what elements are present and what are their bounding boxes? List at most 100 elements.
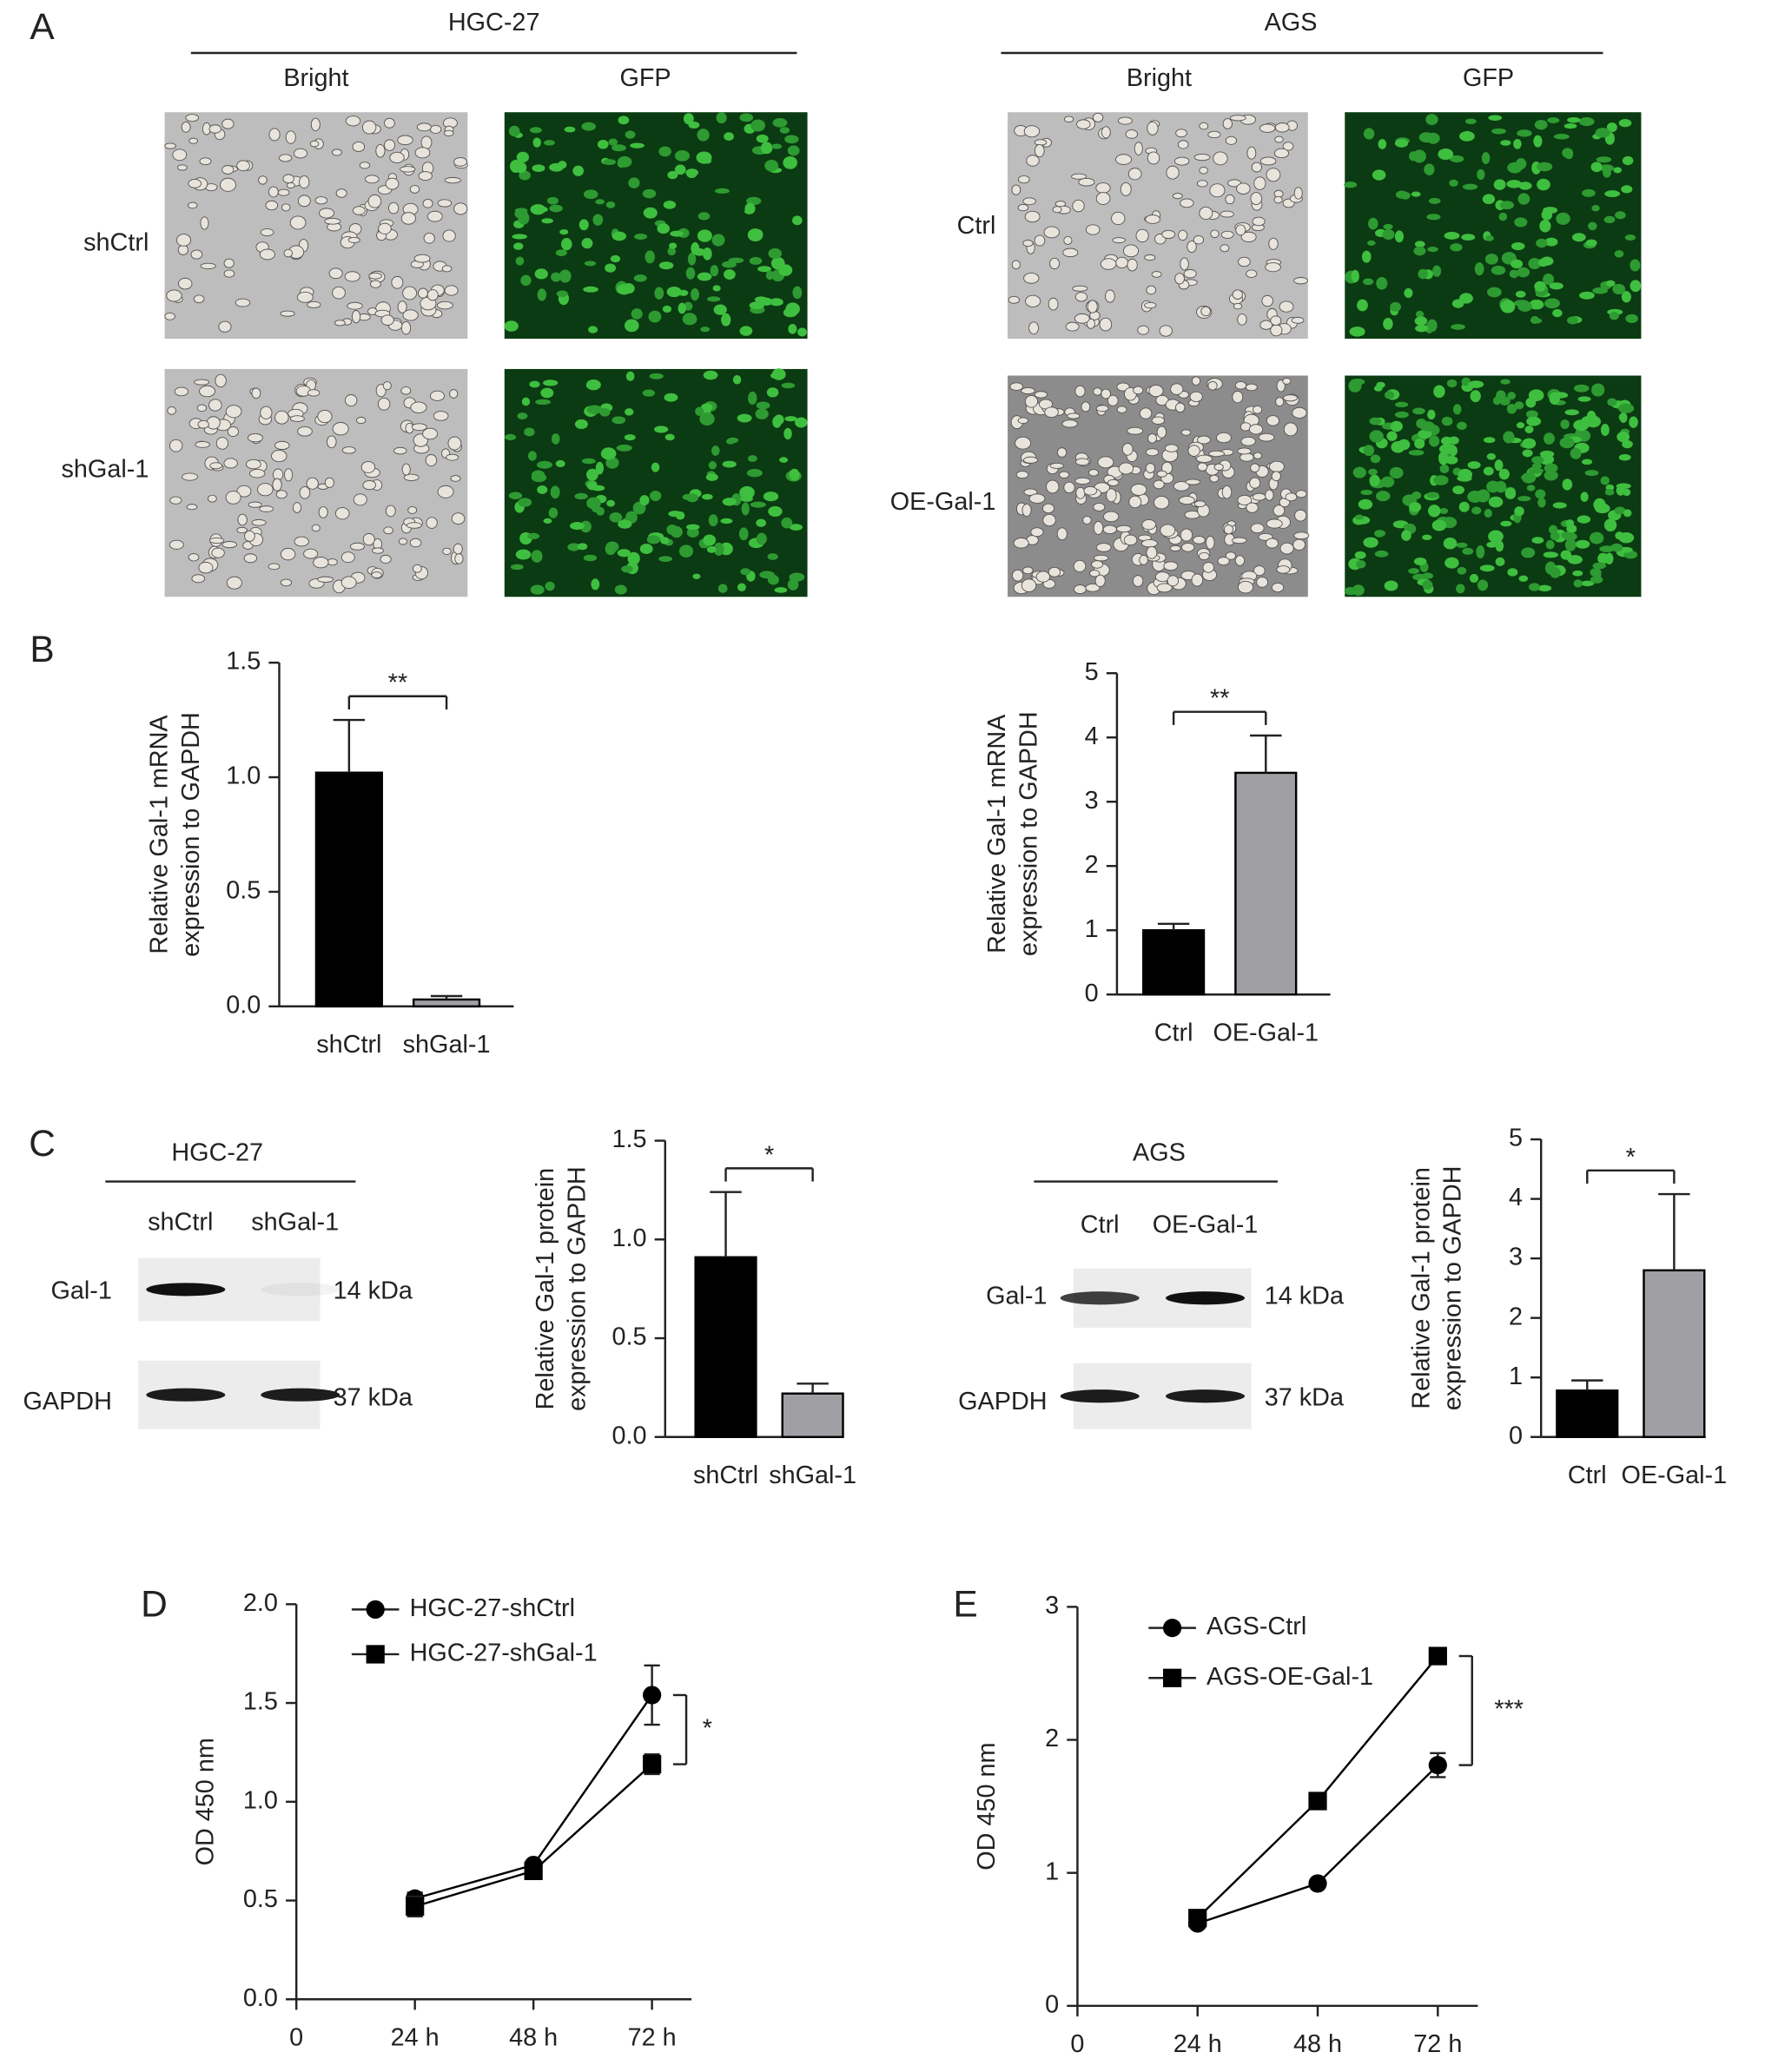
cell — [1198, 551, 1210, 561]
cell — [1517, 300, 1533, 312]
cell — [1209, 183, 1226, 198]
cell — [639, 495, 650, 506]
cell — [625, 408, 634, 416]
cell — [1174, 402, 1186, 413]
cell — [340, 551, 355, 564]
cell — [1609, 312, 1619, 320]
cell — [1495, 540, 1504, 552]
cell — [1161, 229, 1176, 239]
cell — [1518, 575, 1529, 582]
cell — [1470, 390, 1481, 403]
cell — [409, 185, 420, 194]
cell — [1451, 299, 1464, 308]
cell — [347, 236, 360, 244]
cell — [544, 140, 555, 146]
cell — [1438, 452, 1449, 465]
cell — [1624, 234, 1636, 241]
cell — [1544, 298, 1560, 309]
cell — [1275, 397, 1285, 407]
cell — [1103, 511, 1120, 523]
cell — [686, 493, 698, 503]
cell — [1350, 378, 1365, 386]
cell — [1225, 135, 1238, 145]
cell — [1360, 489, 1373, 496]
cell — [1125, 129, 1139, 139]
cell — [1449, 179, 1458, 187]
micrograph — [504, 112, 808, 340]
cell — [1180, 198, 1194, 208]
cell — [182, 472, 198, 481]
cell — [1180, 528, 1193, 542]
x-tick-label: 24 h — [391, 2023, 440, 2051]
cell — [1528, 258, 1542, 270]
cell — [1592, 287, 1608, 294]
cell — [1223, 524, 1233, 535]
cell — [1369, 417, 1382, 426]
blot-band — [146, 1283, 226, 1297]
y-tick-label: 1.5 — [243, 1688, 278, 1716]
cell — [609, 511, 623, 523]
cell — [1270, 315, 1282, 326]
cell — [1146, 545, 1158, 559]
cell — [199, 157, 212, 166]
cell — [1291, 316, 1305, 324]
y-axis-title: OD 450 nm — [973, 1742, 1001, 1870]
cell — [1474, 262, 1484, 276]
cell — [181, 121, 191, 133]
cell — [756, 532, 767, 545]
cell — [1112, 237, 1126, 244]
cell — [1196, 435, 1211, 445]
cell — [1293, 187, 1303, 200]
cell — [792, 215, 803, 226]
cell — [678, 289, 689, 296]
cell — [570, 522, 585, 531]
cell — [310, 117, 321, 132]
cell — [446, 453, 459, 461]
cell — [1600, 424, 1610, 437]
cell — [1533, 135, 1543, 148]
cell — [378, 222, 392, 234]
cell — [649, 373, 664, 379]
cell — [1539, 219, 1551, 233]
cell — [1356, 560, 1366, 569]
cell — [1571, 233, 1586, 242]
cell — [1374, 530, 1386, 538]
cell — [686, 527, 699, 538]
cell — [1349, 327, 1365, 337]
cell — [191, 574, 205, 584]
cell — [625, 130, 636, 139]
cell — [335, 188, 347, 198]
cell — [1383, 318, 1393, 330]
cell — [669, 242, 678, 249]
cell — [1351, 269, 1359, 283]
y-tick-label: 5 — [1085, 658, 1099, 686]
cell — [1094, 574, 1106, 587]
cell — [574, 419, 588, 430]
cell — [508, 125, 520, 137]
cell — [188, 553, 200, 562]
micrograph — [504, 368, 808, 597]
cell — [1248, 424, 1264, 435]
protein-label: Gal-1 — [986, 1283, 1047, 1310]
cell — [1382, 228, 1395, 240]
cell — [521, 397, 531, 406]
cell — [1239, 452, 1254, 462]
cell — [383, 139, 395, 151]
cell — [1401, 530, 1411, 541]
cell — [177, 244, 188, 255]
cell — [1266, 518, 1283, 529]
cell — [1390, 420, 1403, 432]
cell — [1418, 268, 1429, 280]
cell — [515, 549, 532, 560]
cell — [630, 142, 645, 148]
cell — [708, 514, 718, 527]
cell — [1146, 285, 1157, 295]
cell — [1498, 468, 1510, 480]
cell — [1422, 580, 1433, 591]
cell — [400, 320, 412, 335]
cell — [701, 493, 713, 500]
cell — [1514, 217, 1528, 228]
cell — [530, 204, 546, 215]
cell — [779, 457, 789, 463]
cell — [1580, 492, 1589, 502]
